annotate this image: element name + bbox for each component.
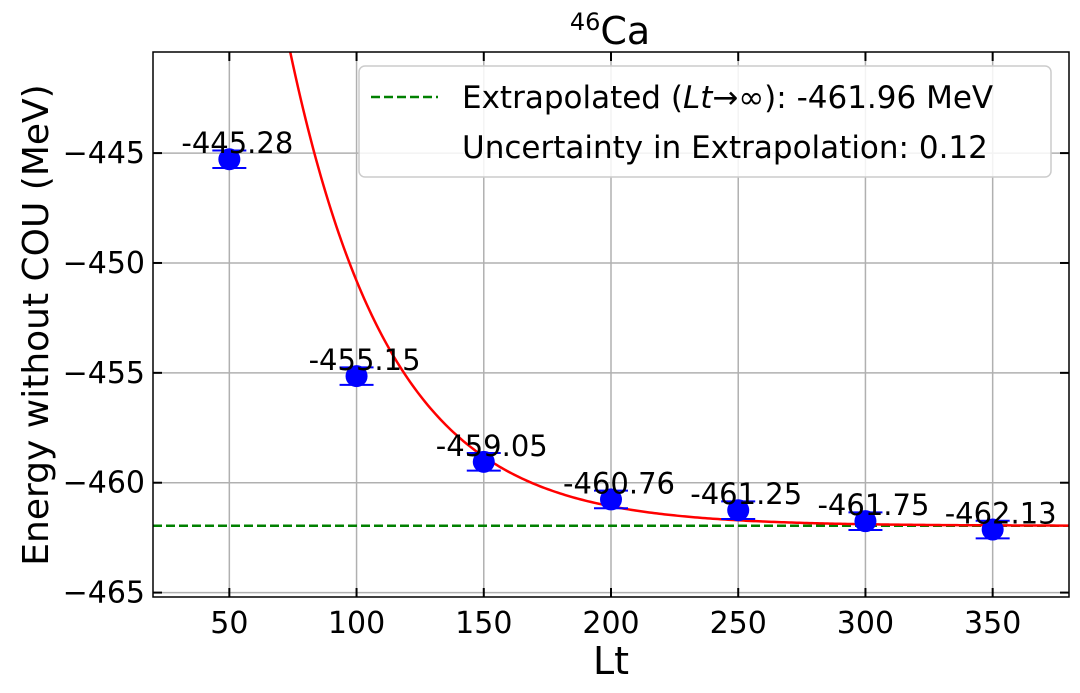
data-label: -455.15 (309, 343, 421, 377)
y-tick-label: −450 (63, 246, 145, 281)
y-axis-label: Energy without COU (MeV) (16, 84, 57, 565)
axis-ticks: 50 100 150 200 250 300 350 −445 −450 −455 −460 −465 (63, 52, 1069, 641)
legend-box (358, 65, 1052, 178)
data-point (727, 499, 750, 522)
data-point (472, 450, 495, 473)
data-point (345, 365, 368, 388)
legend-extrapolation-label: Extrapolated (Lt→∞): -461.96 MeV (462, 80, 993, 116)
y-tick-label: −455 (63, 356, 145, 391)
chart-title-superscript: 46 (570, 8, 601, 36)
data-label: -445.28 (181, 126, 293, 160)
plot-area: -445.28 -455.15 -459.05 -460.76 -461.25 -461.… (153, 52, 1069, 541)
x-tick-label: 150 (455, 606, 512, 641)
y-tick-label: −460 (63, 466, 145, 501)
chart-title-main: Ca (600, 9, 650, 53)
x-tick-label: 50 (210, 606, 248, 641)
x-tick-label: 100 (328, 606, 385, 641)
data-point (218, 148, 241, 171)
x-tick-label: 250 (710, 606, 767, 641)
x-axis-label: Lt (593, 639, 629, 683)
data-point (854, 510, 877, 533)
legend: Extrapolated (Lt→∞): -461.96 MeV Uncerta… (358, 65, 1052, 178)
data-point (600, 488, 622, 511)
y-tick-label: −445 (63, 136, 145, 171)
data-label: -461.25 (690, 477, 802, 511)
y-tick-label: −465 (63, 576, 145, 611)
data-label: -461.75 (817, 488, 929, 522)
data-point (981, 518, 1004, 541)
x-tick-label: 300 (837, 606, 894, 641)
x-tick-label: 350 (964, 606, 1021, 641)
data-label: -462.13 (945, 497, 1057, 531)
chart-title: 46Ca (570, 8, 650, 53)
legend-uncertainty-label: Uncertainty in Extrapolation: 0.12 (462, 130, 988, 166)
data-label: -459.05 (436, 429, 548, 463)
x-tick-label: 200 (582, 606, 639, 641)
data-label: -460.76 (563, 466, 675, 500)
